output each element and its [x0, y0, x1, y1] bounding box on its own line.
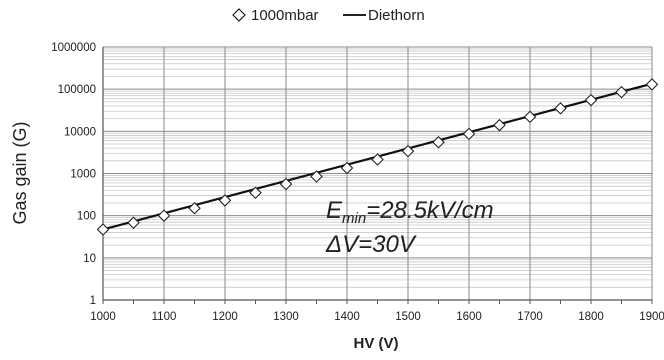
y-tick-label: 1000 [70, 169, 96, 181]
axes [102, 47, 653, 304]
x-tick-label: 1200 [212, 311, 238, 323]
data-point [401, 144, 415, 158]
data-point [615, 85, 628, 99]
y-tick-label: 1 [90, 295, 96, 307]
plot-area: 1000 1100 1200 1300 1400 1500 1600 1700 1800 1900… [51, 42, 664, 323]
series-1000mbar [96, 78, 659, 236]
x-tick-label: 1000 [90, 311, 116, 323]
data-point [157, 209, 171, 222]
data-point [371, 153, 384, 166]
data-point [279, 177, 293, 191]
y-tick-label: 10 [83, 253, 96, 265]
data-point [645, 78, 659, 91]
legend-label-1000mbar: 1000mbar [251, 7, 319, 24]
data-point [96, 223, 110, 236]
x-tick-label: 1400 [334, 311, 360, 323]
data-point [493, 118, 506, 132]
tick-labels: 1000 1100 1200 1300 1400 1500 1600 1700 1800 1900… [51, 42, 664, 323]
data-point [584, 93, 598, 107]
annotation-delta-v: ΔV=30V [325, 231, 417, 258]
x-tick-label: 1700 [517, 311, 543, 323]
data-point [127, 216, 140, 230]
data-point [249, 186, 262, 200]
y-tick-label: 1000000 [51, 42, 96, 54]
data-point [218, 194, 232, 207]
y-tick-label: 100 [77, 211, 96, 223]
y-tick-label: 10000 [64, 126, 96, 138]
annotation-emin: Emin=28.5kV/cm [326, 197, 494, 227]
x-axis-title: HV (V) [354, 335, 399, 352]
data-point [462, 127, 476, 141]
legend: 1000mbar Diethorn [232, 7, 425, 24]
y-tick-label: 100000 [58, 84, 96, 96]
x-tick-label: 1100 [152, 311, 177, 323]
data-point [432, 136, 445, 149]
y-axis-title: Gas gain (G) [10, 121, 30, 224]
grid [102, 46, 653, 301]
x-tick-label: 1300 [273, 311, 299, 323]
x-tick-label: 1800 [578, 311, 604, 323]
data-point [188, 201, 201, 215]
x-tick-label: 1900 [639, 311, 664, 323]
data-point [310, 170, 323, 183]
x-tick-label: 1600 [456, 311, 482, 323]
legend-label-diethorn: Diethorn [368, 7, 425, 24]
data-point [554, 102, 567, 115]
x-tick-label: 1500 [395, 311, 421, 323]
data-point [340, 161, 354, 175]
legend-marker-diamond [232, 8, 246, 22]
data-point [523, 110, 537, 124]
